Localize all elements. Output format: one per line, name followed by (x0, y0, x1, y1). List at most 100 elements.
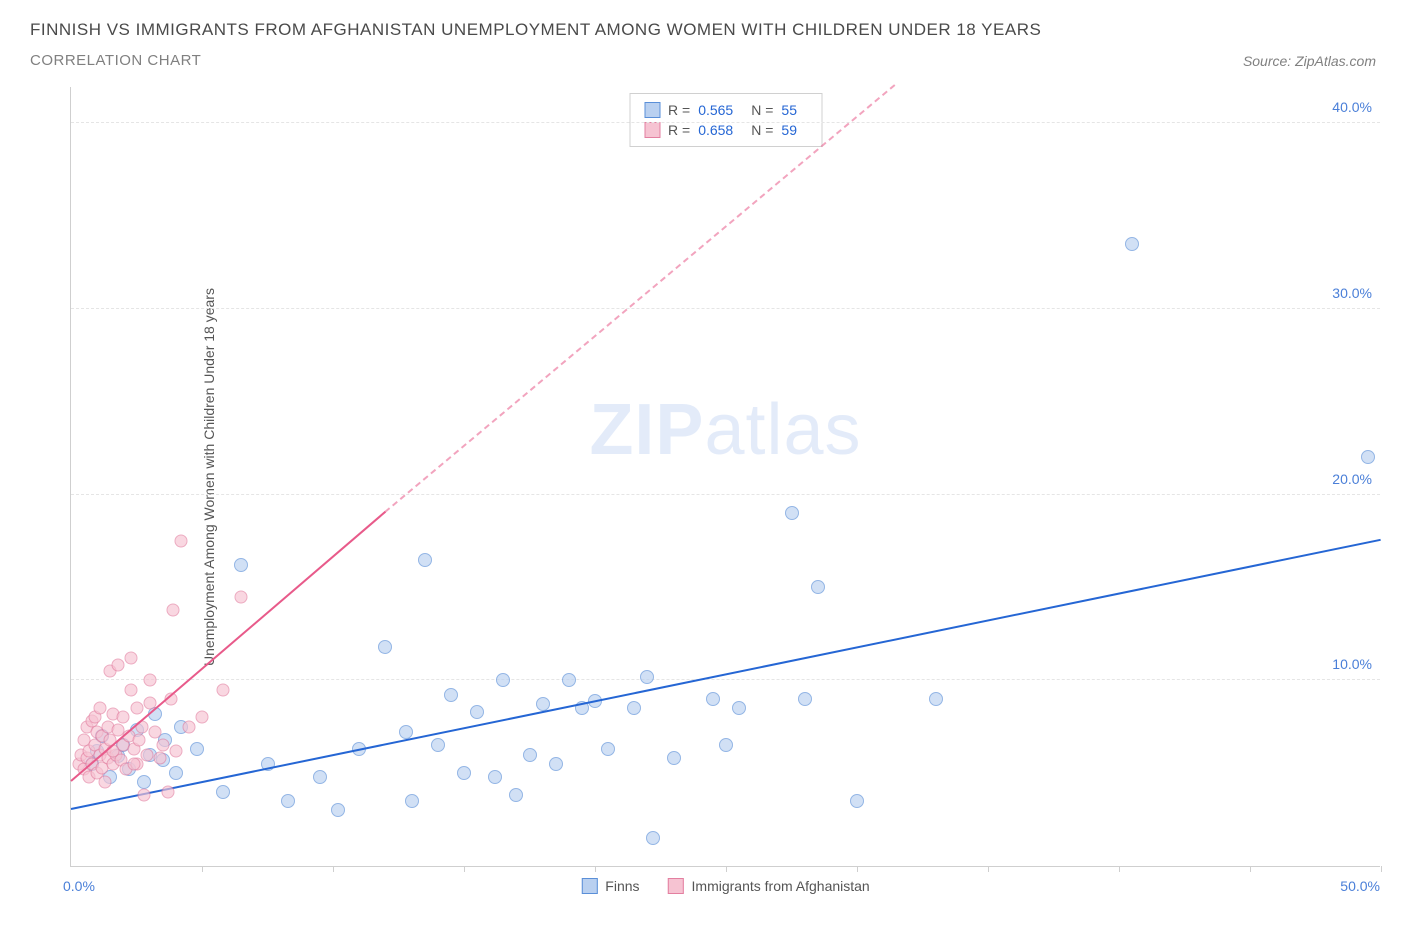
x-tick (464, 866, 465, 872)
origin-label: 0.0% (63, 878, 95, 894)
x-tick (857, 866, 858, 872)
x-tick (1381, 866, 1382, 872)
data-point (93, 702, 106, 715)
data-point (169, 744, 182, 757)
data-point (182, 720, 195, 733)
xmax-label: 50.0% (1340, 878, 1380, 894)
legend: Finns Immigrants from Afghanistan (581, 878, 869, 894)
correlation-stats-box: R = 0.565 N = 55 R = 0.658 N = 59 (629, 93, 822, 147)
x-tick (726, 866, 727, 872)
data-point (496, 673, 510, 687)
data-point (137, 775, 151, 789)
data-point (167, 603, 180, 616)
data-point (732, 701, 746, 715)
data-point (127, 757, 140, 770)
data-point (627, 701, 641, 715)
x-tick (333, 866, 334, 872)
data-point (148, 726, 161, 739)
data-point (169, 766, 183, 780)
data-point (130, 702, 143, 715)
data-point (719, 738, 733, 752)
r-value: 0.565 (698, 102, 733, 118)
x-tick (202, 866, 203, 872)
data-point (418, 553, 432, 567)
data-point (313, 770, 327, 784)
grid-line (71, 679, 1380, 680)
data-point (444, 688, 458, 702)
x-tick (595, 866, 596, 872)
data-point (99, 776, 112, 789)
data-point (190, 742, 204, 756)
data-point (235, 590, 248, 603)
y-tick-label: 30.0% (1332, 285, 1372, 301)
source-attribution: Source: ZipAtlas.com (1243, 53, 1376, 69)
data-point (117, 711, 130, 724)
data-point (154, 752, 167, 765)
stats-row: R = 0.565 N = 55 (644, 100, 807, 120)
data-point (138, 789, 151, 802)
data-point (562, 673, 576, 687)
data-point (549, 757, 563, 771)
trend-line (71, 539, 1381, 810)
r-value: 0.658 (698, 122, 733, 138)
legend-label: Immigrants from Afghanistan (692, 878, 870, 894)
series-swatch (668, 878, 684, 894)
data-point (143, 674, 156, 687)
data-point (929, 692, 943, 706)
scatter-plot-area: ZIPatlas R =0.565N =55R =0.658N =59 0.0%… (70, 87, 1380, 867)
y-tick-label: 10.0% (1332, 656, 1372, 672)
x-tick (1119, 866, 1120, 872)
legend-item: Finns (581, 878, 639, 894)
chart-subtitle: CORRELATION CHART (30, 52, 1041, 69)
data-point (112, 659, 125, 672)
data-point (281, 794, 295, 808)
data-point (216, 785, 230, 799)
y-tick-label: 20.0% (1332, 471, 1372, 487)
data-point (1361, 450, 1375, 464)
data-point (1125, 237, 1139, 251)
grid-line (71, 494, 1380, 495)
grid-line (71, 122, 1380, 123)
data-point (331, 803, 345, 817)
n-value: 55 (781, 102, 797, 118)
r-label: R = (668, 102, 690, 118)
data-point (133, 733, 146, 746)
data-point (216, 683, 229, 696)
chart-title: FINNISH VS IMMIGRANTS FROM AFGHANISTAN U… (30, 20, 1041, 40)
series-swatch (581, 878, 597, 894)
data-point (405, 794, 419, 808)
data-point (798, 692, 812, 706)
trend-line (70, 511, 386, 782)
data-point (667, 751, 681, 765)
watermark: ZIPatlas (589, 389, 861, 471)
data-point (811, 580, 825, 594)
data-point (156, 739, 169, 752)
x-tick (1250, 866, 1251, 872)
data-point (196, 711, 209, 724)
grid-line (71, 308, 1380, 309)
r-label: R = (668, 122, 690, 138)
data-point (488, 770, 502, 784)
data-point (234, 558, 248, 572)
n-label: N = (751, 122, 773, 138)
data-point (175, 535, 188, 548)
data-point (161, 785, 174, 798)
data-point (523, 748, 537, 762)
trend-line (385, 84, 896, 513)
series-swatch (644, 102, 660, 118)
data-point (431, 738, 445, 752)
data-point (140, 748, 153, 761)
n-value: 59 (781, 122, 797, 138)
data-point (457, 766, 471, 780)
data-point (378, 640, 392, 654)
y-tick-label: 40.0% (1332, 99, 1372, 115)
n-label: N = (751, 102, 773, 118)
x-tick (988, 866, 989, 872)
data-point (850, 794, 864, 808)
data-point (470, 705, 484, 719)
data-point (640, 670, 654, 684)
data-point (785, 506, 799, 520)
data-point (646, 831, 660, 845)
legend-label: Finns (605, 878, 639, 894)
data-point (125, 652, 138, 665)
